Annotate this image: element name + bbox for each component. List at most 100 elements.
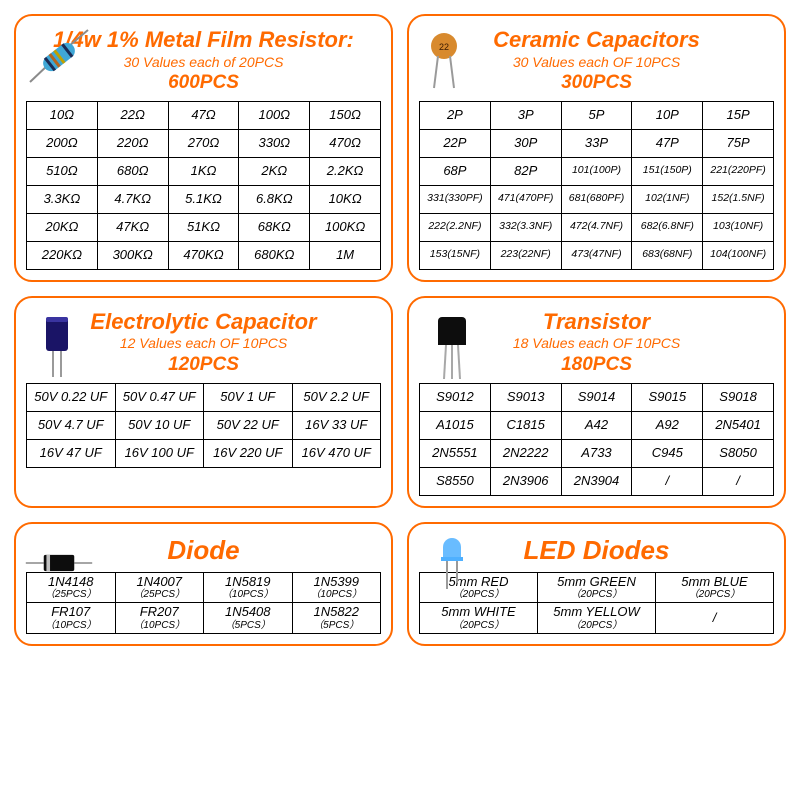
table-cell: 22Ω: [97, 101, 168, 129]
table-cell: 470KΩ: [168, 241, 239, 269]
table-cell: 50V 0.47 UF: [115, 383, 204, 411]
table-row: 50V 0.22 UF50V 0.47 UF50V 1 UF50V 2.2 UF: [27, 383, 381, 411]
table-row: 5mm WHITE（20PCS）5mm YELLOW（20PCS）/: [420, 603, 774, 633]
table-cell: 471(470PF): [490, 185, 561, 213]
table-cell: 682(6.8NF): [632, 213, 703, 241]
table-row: 68P82P101(100P)151(150P)221(220PF): [420, 157, 774, 185]
electrolytic-cap-icon: [24, 312, 94, 382]
ceramic-cap-icon: 22: [417, 24, 487, 94]
resistor-table: 10Ω22Ω47Ω100Ω150Ω200Ω220Ω270Ω330Ω470Ω510…: [26, 101, 381, 270]
table-cell: 82P: [490, 157, 561, 185]
table-cell: 3P: [490, 101, 561, 129]
table-cell: A1015: [420, 411, 491, 439]
table-cell: /: [656, 603, 774, 633]
table-cell: A733: [561, 439, 632, 467]
table-cell: 16V 470 UF: [292, 439, 381, 467]
row-2: Electrolytic Capacitor 12 Values each OF…: [14, 296, 786, 508]
table-cell: 16V 33 UF: [292, 411, 381, 439]
table-cell: 50V 1 UF: [204, 383, 293, 411]
table-cell: 1N5408（5PCS）: [204, 603, 293, 633]
table-cell: 223(22NF): [490, 241, 561, 269]
table-cell: 16V 100 UF: [115, 439, 204, 467]
table-cell: 75P: [703, 129, 774, 157]
table-cell: 2N2222: [490, 439, 561, 467]
table-row: A1015C1815A42A922N5401: [420, 411, 774, 439]
svg-text:22: 22: [439, 42, 449, 52]
table-row: 10Ω22Ω47Ω100Ω150Ω: [27, 101, 381, 129]
table-cell: 50V 22 UF: [204, 411, 293, 439]
ceramic-table: 2P3P5P10P15P22P30P33P47P75P68P82P101(100…: [419, 101, 774, 270]
table-cell: 33P: [561, 129, 632, 157]
table-cell: 473(47NF): [561, 241, 632, 269]
table-row: 222(2.2NF)332(3.3NF)472(4.7NF)682(6.8NF)…: [420, 213, 774, 241]
table-cell: S9012: [420, 383, 491, 411]
table-cell: 1N5819（10PCS）: [204, 573, 293, 603]
table-row: FR107（10PCS）FR207（10PCS）1N5408（5PCS）1N58…: [27, 603, 381, 633]
table-row: S85502N39062N3904//: [420, 467, 774, 495]
table-cell: 300KΩ: [97, 241, 168, 269]
table-cell: 332(3.3NF): [490, 213, 561, 241]
table-cell: S8050: [703, 439, 774, 467]
table-cell: 220Ω: [97, 129, 168, 157]
table-cell: 680Ω: [97, 157, 168, 185]
table-row: 50V 4.7 UF50V 10 UF50V 22 UF16V 33 UF: [27, 411, 381, 439]
table-cell: 1M: [310, 241, 381, 269]
table-cell: A42: [561, 411, 632, 439]
table-cell: 152(1.5NF): [703, 185, 774, 213]
table-cell: 22P: [420, 129, 491, 157]
table-cell: 270Ω: [168, 129, 239, 157]
table-cell: 2N3904: [561, 467, 632, 495]
electrolytic-table: 50V 0.22 UF50V 0.47 UF50V 1 UF50V 2.2 UF…: [26, 383, 381, 468]
table-row: 2P3P5P10P15P: [420, 101, 774, 129]
table-cell: 10P: [632, 101, 703, 129]
card-led: LED Diodes 5mm RED（20PCS）5mm GREEN（20PCS…: [407, 522, 786, 646]
table-cell: 683(68NF): [632, 241, 703, 269]
table-cell: 222(2.2NF): [420, 213, 491, 241]
table-cell: S9013: [490, 383, 561, 411]
table-cell: 100Ω: [239, 101, 310, 129]
table-cell: 1N5399（10PCS）: [292, 573, 381, 603]
table-cell: 103(10NF): [703, 213, 774, 241]
table-cell: 1N4007（25PCS）: [115, 573, 204, 603]
table-cell: 68KΩ: [239, 213, 310, 241]
table-cell: /: [632, 467, 703, 495]
table-cell: 472(4.7NF): [561, 213, 632, 241]
transistor-icon: [417, 312, 487, 382]
table-cell: 2N3906: [490, 467, 561, 495]
table-cell: 680KΩ: [239, 241, 310, 269]
table-cell: 2N5551: [420, 439, 491, 467]
table-cell: 5mm BLUE（20PCS）: [656, 573, 774, 603]
table-cell: 470Ω: [310, 129, 381, 157]
table-cell: 68P: [420, 157, 491, 185]
table-cell: 2N5401: [703, 411, 774, 439]
table-cell: A92: [632, 411, 703, 439]
diode-icon: [24, 528, 94, 598]
table-cell: 200Ω: [27, 129, 98, 157]
table-cell: 4.7KΩ: [97, 185, 168, 213]
table-cell: 330Ω: [239, 129, 310, 157]
table-cell: 5P: [561, 101, 632, 129]
table-cell: 50V 10 UF: [115, 411, 204, 439]
table-row: 153(15NF)223(22NF)473(47NF)683(68NF)104(…: [420, 241, 774, 269]
card-electrolytic: Electrolytic Capacitor 12 Values each OF…: [14, 296, 393, 508]
table-cell: 47P: [632, 129, 703, 157]
table-cell: S8550: [420, 467, 491, 495]
table-cell: 50V 0.22 UF: [27, 383, 116, 411]
table-cell: 681(680PF): [561, 185, 632, 213]
table-cell: 104(100NF): [703, 241, 774, 269]
table-row: 20KΩ47KΩ51KΩ68KΩ100KΩ: [27, 213, 381, 241]
table-cell: 1KΩ: [168, 157, 239, 185]
table-cell: 151(150P): [632, 157, 703, 185]
table-cell: 101(100P): [561, 157, 632, 185]
table-cell: 30P: [490, 129, 561, 157]
table-row: 331(330PF)471(470PF)681(680PF)102(1NF)15…: [420, 185, 774, 213]
table-cell: 331(330PF): [420, 185, 491, 213]
table-cell: 47Ω: [168, 101, 239, 129]
table-cell: 47KΩ: [97, 213, 168, 241]
table-cell: 3.3KΩ: [27, 185, 98, 213]
table-cell: 6.8KΩ: [239, 185, 310, 213]
card-resistor: 1/4w 1% Metal Film Resistor: 30 Values e…: [14, 14, 393, 282]
transistor-table: S9012S9013S9014S9015S9018A1015C1815A42A9…: [419, 383, 774, 496]
table-cell: 5mm GREEN（20PCS）: [538, 573, 656, 603]
table-cell: 5.1KΩ: [168, 185, 239, 213]
